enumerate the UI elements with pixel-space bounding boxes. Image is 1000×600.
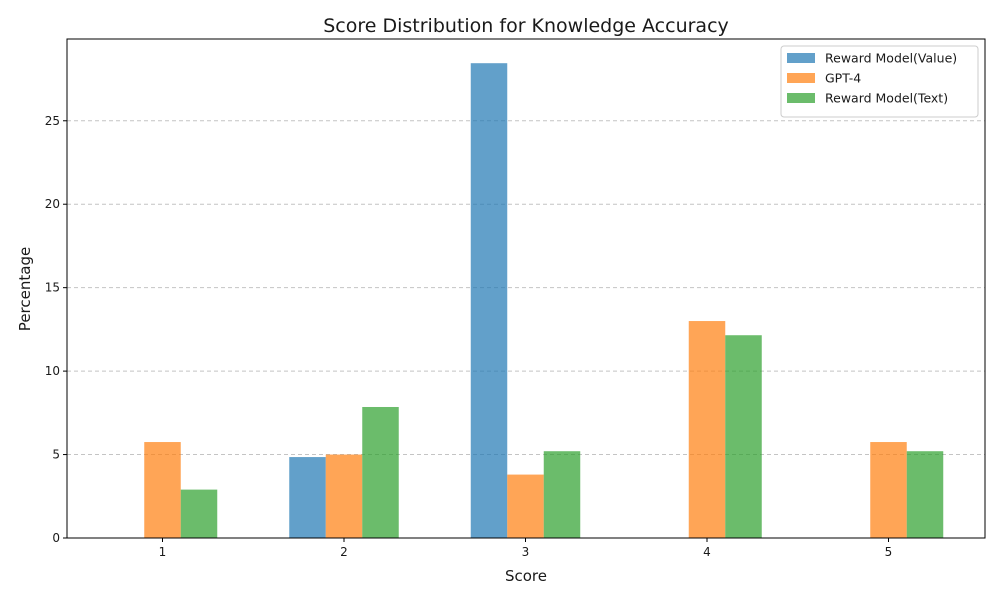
legend-swatch-1: [787, 73, 815, 83]
bar-series-0-cat-1: [289, 457, 326, 538]
x-tick-label-3: 4: [703, 545, 711, 559]
bar-series-2-cat-3: [725, 335, 762, 538]
legend-label-1: GPT-4: [825, 71, 861, 86]
legend-label-2: Reward Model(Text): [825, 91, 948, 106]
y-axis-label: Percentage: [16, 247, 34, 331]
x-tick-label-1: 2: [340, 545, 348, 559]
bar-series-0-cat-2: [470, 63, 508, 538]
series-1: [144, 321, 907, 538]
y-tick-label-3: 15: [45, 281, 60, 295]
bar-series-1-cat-0: [144, 442, 181, 538]
y-tick-label-5: 25: [45, 114, 60, 128]
bar-series-2-cat-0: [180, 489, 218, 538]
bar-series-1-cat-4: [870, 442, 907, 538]
y-tick-label-4: 20: [45, 197, 60, 211]
x-tick-label-0: 1: [159, 545, 167, 559]
bar-series-1-cat-1: [325, 454, 363, 538]
series-0: [289, 63, 508, 538]
y-tick-label-0: 0: [52, 531, 60, 545]
bar-series-2-cat-4: [906, 451, 944, 538]
x-axis-label: Score: [505, 567, 547, 585]
bar-series-1-cat-2: [507, 474, 544, 538]
legend: Reward Model(Value) GPT-4 Reward Model(Tex…: [780, 45, 979, 118]
legend-swatch-0: [787, 53, 815, 63]
legend-box: [780, 45, 979, 118]
x-tick-label-4: 5: [885, 545, 893, 559]
legend-label-0: Reward Model(Value): [825, 51, 957, 66]
bar-series-2-cat-2: [543, 451, 581, 538]
y-tick-label-1: 5: [52, 448, 60, 462]
x-tick-label-2: 3: [522, 545, 530, 559]
bars-layer: [144, 63, 944, 538]
y-tick-label-2: 10: [45, 364, 60, 378]
bar-series-1-cat-3: [688, 321, 726, 538]
ticks-layer: 0 5 10 15 20 25 1 2 3 4 5: [45, 114, 893, 559]
bar-series-2-cat-1: [362, 406, 399, 538]
chart-title: Score Distribution for Knowledge Accurac…: [323, 15, 729, 37]
grid-layer: [67, 120, 985, 456]
legend-swatch-2: [787, 93, 815, 103]
series-2: [180, 335, 944, 538]
